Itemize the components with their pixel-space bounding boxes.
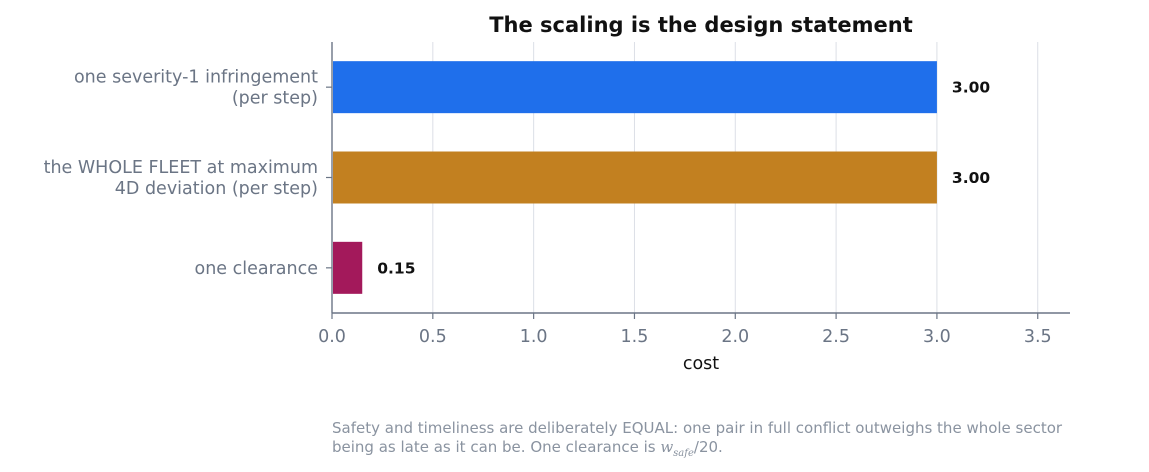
bar [333, 151, 937, 204]
category-labels: one severity-1 infringement(per step) the… [44, 68, 319, 279]
x-tick-label: 3.5 [1024, 327, 1052, 347]
footnote: Safety and timeliness are deliberately E… [332, 419, 1142, 463]
footnote-line-2-end: /20. [693, 438, 723, 456]
x-tick-label: 0.5 [419, 327, 447, 347]
axes [326, 42, 1070, 314]
data-label: 3.00 [952, 169, 990, 187]
category-label: one clearance [195, 259, 319, 279]
bar [333, 241, 363, 294]
footnote-line-2: being as late as it can be. One clearanc… [332, 438, 1142, 463]
category-label: the WHOLE FLEET at maximum [44, 158, 318, 178]
x-tick-label: 0.0 [318, 327, 346, 347]
value-labels: 3.00 3.00 0.15 [377, 79, 990, 278]
bar [333, 61, 937, 114]
chart-title: The scaling is the design statement [489, 13, 913, 37]
x-tick-label: 1.5 [621, 327, 649, 347]
bars [333, 61, 937, 294]
footnote-line-2-text: being as late as it can be. One clearanc… [332, 438, 661, 456]
x-tick-label: 1.0 [520, 327, 548, 347]
footnote-subscript: safe [673, 448, 694, 459]
x-ticks: 0.0 0.5 1.0 1.5 2.0 2.5 3.0 3.5 [318, 313, 1052, 347]
x-tick-label: 3.0 [923, 327, 951, 347]
category-label: 4D deviation (per step) [115, 179, 318, 199]
footnote-symbol: w [660, 438, 674, 456]
x-axis-label: cost [683, 354, 719, 374]
footnote-line-1: Safety and timeliness are deliberately E… [332, 419, 1063, 437]
category-label: (per step) [232, 89, 318, 109]
category-label: one severity-1 infringement [74, 68, 318, 88]
data-label: 3.00 [952, 79, 990, 97]
x-tick-label: 2.0 [721, 327, 749, 347]
x-tick-label: 2.5 [822, 327, 850, 347]
data-label: 0.15 [377, 259, 415, 277]
